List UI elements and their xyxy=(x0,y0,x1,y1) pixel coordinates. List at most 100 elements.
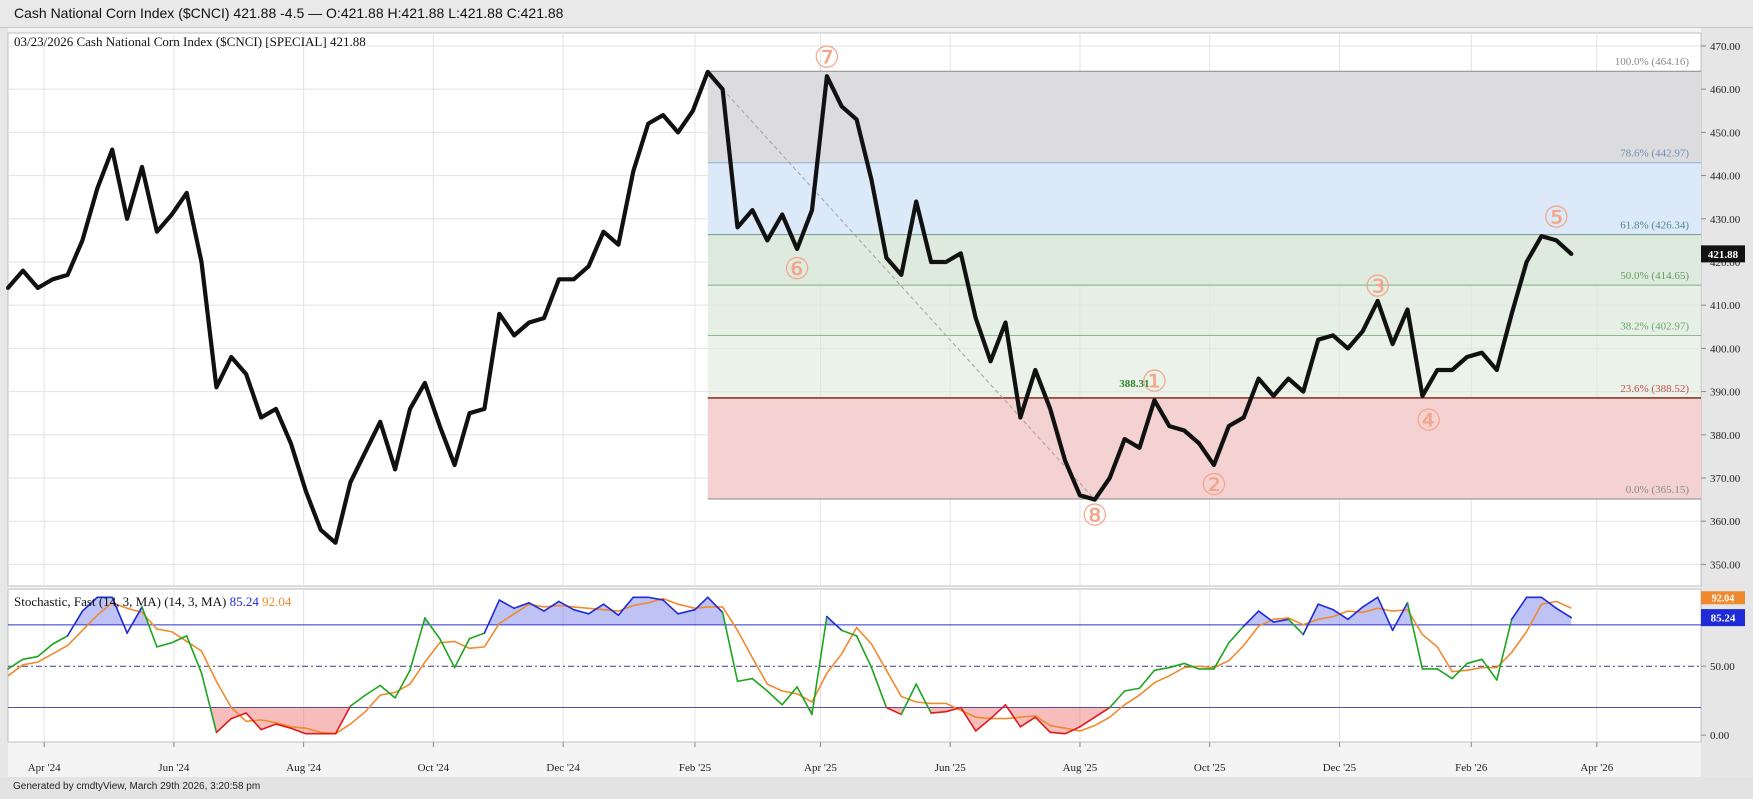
x-tick-label: Jun '24 xyxy=(158,762,190,774)
x-tick-label: Dec '24 xyxy=(546,762,580,774)
stochastic-k-segment xyxy=(409,617,426,672)
stochastic-k-segment xyxy=(349,694,367,707)
stochastic-k-segment xyxy=(1257,610,1275,623)
stochastic-k-segment xyxy=(602,603,620,616)
stochastic-k-segment xyxy=(1168,662,1185,669)
stochastic-k-segment xyxy=(1034,716,1051,734)
x-tick-label: Apr '26 xyxy=(1580,762,1613,774)
window-title-bar: Cash National Corn Index ($CNCI) 421.88 … xyxy=(0,0,1753,28)
fib-band xyxy=(707,234,1701,286)
footer-text: Generated by cmdtyView, March 29th 2026,… xyxy=(13,781,261,792)
y-tick-label: 430.00 xyxy=(1710,214,1741,226)
stochastic-k-segment xyxy=(1123,687,1141,692)
stochastic-k-badge-value: 85.24 xyxy=(1711,613,1736,625)
stochastic-k-segment xyxy=(1242,610,1260,628)
stochastic-k-segment xyxy=(694,596,709,611)
stochastic-k-segment xyxy=(721,611,739,683)
stochastic-k-segment xyxy=(1004,703,1022,728)
axes: Apr '24 Jun '24 Aug '24 Oct '24 Dec '24 Feb '… xyxy=(28,41,1741,774)
stochastic-k-segment xyxy=(870,666,888,709)
stochastic-k-segment xyxy=(290,727,307,735)
wave-label: ② xyxy=(1200,468,1227,503)
x-tick-label: Apr '25 xyxy=(804,762,837,774)
stochastic-k-segment xyxy=(7,658,24,670)
stochastic-k-segment xyxy=(81,596,99,612)
stochastic-k-segment xyxy=(647,596,664,601)
stochastic-k-segment xyxy=(156,641,173,648)
wave-label: ⑥ xyxy=(784,252,811,287)
chart-canvas[interactable]: 100.0% (464.16) 78.6% (442.97) 61.8% (426.… xyxy=(0,0,1753,777)
fib-level-label: 23.6% (388.52) xyxy=(1620,383,1689,395)
price-panel-header: 03/23/2026 Cash National Corn Index ($CN… xyxy=(14,34,366,49)
stochastic-d-line xyxy=(7,597,1572,735)
fib-band xyxy=(707,71,1701,163)
stochastic-k-segment xyxy=(960,706,977,732)
stochastic-k-segment xyxy=(111,596,128,634)
fib-level-label: 38.2% (402.97) xyxy=(1620,321,1689,333)
stochastic-k-segment xyxy=(930,710,947,714)
stochastic-k-segment xyxy=(1272,618,1290,623)
stochastic-k-segment xyxy=(438,637,456,669)
annotation-value: 388.31 xyxy=(1119,378,1149,390)
y-tick-label: 410.00 xyxy=(1710,300,1741,312)
stochastic-k-segment xyxy=(528,601,545,612)
y-tick-label: 450.00 xyxy=(1710,127,1741,139)
stochastic-k-segment xyxy=(1049,731,1066,735)
stochastic-k-segment xyxy=(811,615,828,716)
stochastic-title-name: Stochastic, Fast (14, 3, MA) xyxy=(14,594,161,609)
stochastic-k-segment xyxy=(662,599,679,615)
x-tick-label: Aug '24 xyxy=(286,762,321,774)
stochastic-k-segment xyxy=(468,632,486,640)
stochastic-k-segment xyxy=(1138,669,1156,690)
stochastic-k-segment xyxy=(1153,666,1171,672)
stochastic-d-badge: 92.04 xyxy=(1701,591,1745,605)
stochastic-plot-area[interactable] xyxy=(7,588,1702,743)
stochastic-series xyxy=(7,596,1701,735)
x-tick-label: Apr '24 xyxy=(28,762,61,774)
stochastic-k-segment xyxy=(1451,662,1468,680)
stochastic-k-segment xyxy=(483,599,501,634)
stochastic-k-segment xyxy=(1406,601,1424,670)
x-tick-label: Dec '25 xyxy=(1323,762,1357,774)
stochastic-k-segment xyxy=(677,608,696,615)
fib-level-label: 0.0% (365.15) xyxy=(1626,484,1690,496)
stochastic-k-segment xyxy=(1213,641,1230,670)
stochastic-k-segment xyxy=(1094,706,1111,718)
stochastic-k-segment xyxy=(1555,607,1573,619)
wave-label: ⑤ xyxy=(1543,200,1570,235)
stochastic-k-segment xyxy=(1108,690,1126,709)
y-tick-label: 350.00 xyxy=(1710,559,1741,571)
stochastic-k-segment xyxy=(1540,596,1558,610)
stochastic-k-segment xyxy=(334,705,352,735)
stochastic-k-segment xyxy=(498,599,515,610)
wave-label: ⑧ xyxy=(1081,498,1108,533)
stoch-y-tick-label: 0.00 xyxy=(1710,730,1730,742)
y-tick-label: 440.00 xyxy=(1710,171,1741,183)
stochastic-k-segment xyxy=(558,600,575,611)
fib-band xyxy=(707,285,1701,336)
wave-label: ① xyxy=(1141,364,1168,399)
stochastic-k-segment xyxy=(1391,601,1409,632)
x-tick-label: Oct '25 xyxy=(1194,762,1226,774)
stochastic-k-segment xyxy=(126,606,143,634)
stochastic-d-badge-value: 92.04 xyxy=(1712,593,1735,604)
stochastic-k-segment xyxy=(1436,668,1453,680)
stochastic-k-segment xyxy=(1079,716,1096,728)
stochastic-k-segment xyxy=(1376,596,1394,632)
wave-label: ③ xyxy=(1364,269,1391,304)
x-tick-label: Feb '25 xyxy=(679,762,712,774)
stochastic-k-segment xyxy=(826,615,843,632)
stochastic-k-segment xyxy=(170,635,188,644)
stochastic-k-segment xyxy=(141,606,158,648)
stochastic-k-segment xyxy=(885,706,903,716)
stochastic-k-segment xyxy=(766,690,783,706)
overbought-fill xyxy=(1510,597,1572,625)
stoch-y-tick-label: 50.00 xyxy=(1710,661,1735,673)
footer: Generated by cmdtyView, March 29th 2026,… xyxy=(0,777,1753,799)
stochastic-params: (14, 3, MA) xyxy=(164,594,226,609)
x-tick-label: Aug '25 xyxy=(1063,762,1098,774)
stochastic-k-segment xyxy=(855,635,873,669)
stochastic-k-segment xyxy=(22,655,39,661)
stochastic-k-segment xyxy=(915,683,932,714)
stochastic-k-segment xyxy=(1362,596,1379,608)
